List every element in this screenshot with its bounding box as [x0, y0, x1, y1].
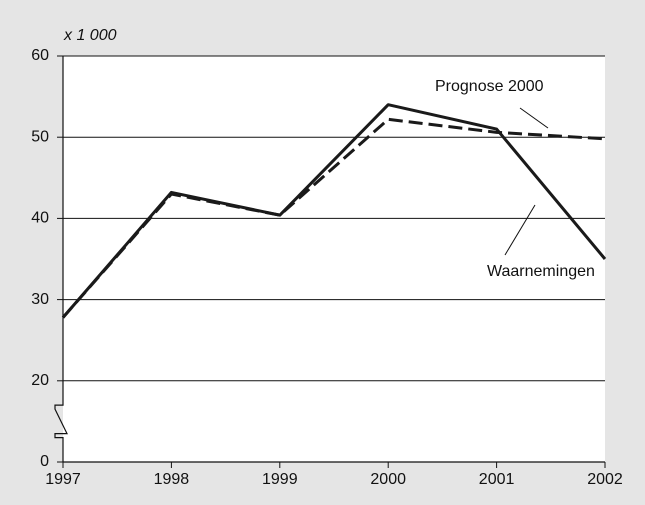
y-axis	[54, 56, 68, 462]
y-tick-label: 30	[31, 291, 49, 308]
x-tick-label: 2002	[587, 471, 623, 488]
series-label: Prognose 2000	[435, 78, 544, 95]
series-line	[61, 117, 606, 319]
x-tick-label: 1997	[45, 471, 81, 488]
y-tick-label: 20	[31, 372, 49, 389]
series-label: Waarnemingen	[487, 263, 595, 280]
x-tick-label: 2000	[370, 471, 406, 488]
x-tick-label: 2001	[479, 471, 515, 488]
x-tick-label: 1998	[154, 471, 190, 488]
y-tick-label: 0	[40, 453, 49, 470]
plot-area	[63, 56, 605, 462]
y-tick-label: 60	[31, 47, 49, 64]
label-leader	[504, 204, 536, 256]
y-unit-label: x 1 000	[63, 27, 117, 44]
x-tick-label: 1999	[262, 471, 298, 488]
y-tick-label: 50	[31, 128, 49, 145]
label-leader	[519, 107, 549, 129]
y-tick-label: 40	[31, 210, 49, 227]
series-line	[61, 103, 607, 319]
